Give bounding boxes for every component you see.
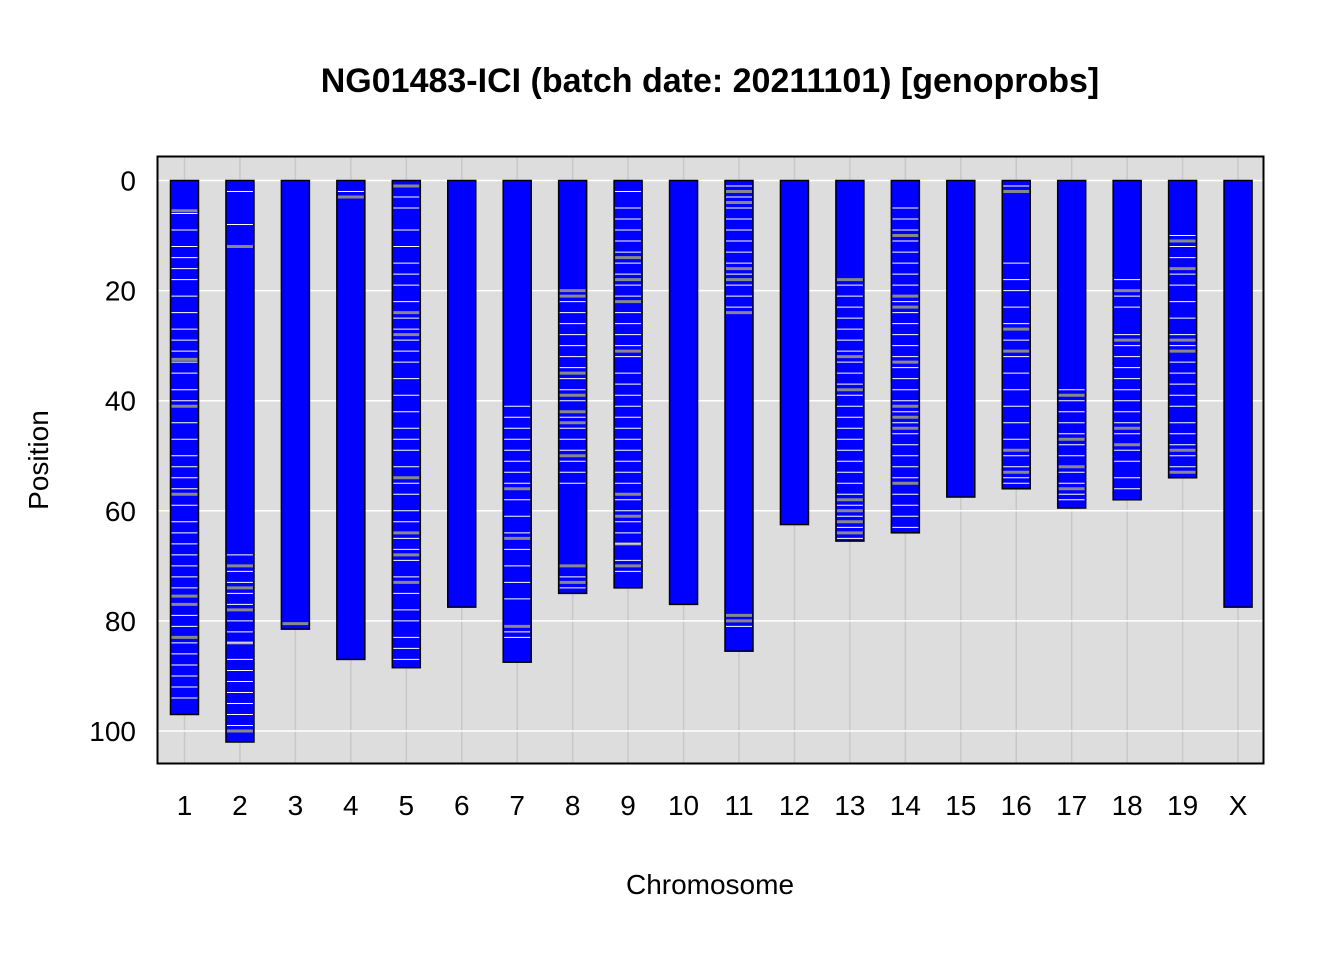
chromosome-outline bbox=[391, 179, 422, 669]
chromosome-bar bbox=[835, 180, 864, 542]
chromosome-10 bbox=[668, 179, 699, 606]
x-tick-label: 3 bbox=[288, 790, 304, 821]
chromosome-13 bbox=[835, 179, 865, 542]
chromosome-9 bbox=[613, 179, 643, 589]
x-tick-label: 14 bbox=[890, 790, 921, 821]
y-tick-label: 100 bbox=[89, 716, 136, 747]
chromosome-7 bbox=[502, 179, 532, 663]
chromosome-bar bbox=[1057, 180, 1086, 509]
chromosome-bar bbox=[1002, 180, 1031, 489]
chromosome-X bbox=[1223, 179, 1253, 608]
y-tick-label: 80 bbox=[105, 606, 136, 637]
chromosome-outline bbox=[1001, 179, 1031, 490]
chromosome-bar bbox=[558, 180, 587, 594]
x-tick-label: 12 bbox=[779, 790, 810, 821]
x-tick-label: 10 bbox=[668, 790, 699, 821]
chromosome-bar bbox=[281, 180, 310, 630]
chromosome-outline bbox=[613, 179, 643, 589]
chromosome-17 bbox=[1056, 179, 1087, 509]
chromosome-8 bbox=[557, 179, 588, 595]
x-tick-label: 15 bbox=[945, 790, 976, 821]
chromosome-bar bbox=[1168, 180, 1197, 478]
x-tick-label: 11 bbox=[724, 790, 753, 821]
chromosome-outline bbox=[502, 179, 532, 663]
chromosome-bars bbox=[169, 179, 1253, 743]
chromosome-outline bbox=[1223, 179, 1253, 608]
x-tick-label: 4 bbox=[343, 790, 359, 821]
y-tick-label: 0 bbox=[120, 166, 136, 197]
chromosome-12 bbox=[779, 179, 810, 526]
chromosome-19 bbox=[1167, 179, 1198, 479]
chromosome-outline bbox=[169, 179, 200, 716]
chromosome-outline bbox=[1167, 179, 1198, 479]
x-tick-label: 2 bbox=[232, 790, 248, 821]
chromosome-outline bbox=[336, 179, 366, 661]
chromosome-outline bbox=[946, 179, 976, 498]
x-tick-label: 19 bbox=[1167, 790, 1198, 821]
chromosome-outline bbox=[1056, 179, 1087, 509]
plot-panel bbox=[157, 156, 1264, 764]
chromosome-outline bbox=[835, 179, 865, 542]
chromosome-14 bbox=[890, 179, 921, 534]
chromosome-18 bbox=[1112, 179, 1142, 501]
x-tick-label: 6 bbox=[454, 790, 470, 821]
x-tick-label: 1 bbox=[177, 790, 193, 821]
x-tick-label: 16 bbox=[1001, 790, 1032, 821]
chromosome-outline bbox=[890, 179, 921, 534]
chromosome-bar bbox=[780, 180, 809, 525]
chromosome-2 bbox=[225, 179, 255, 743]
chromosome-outline bbox=[447, 179, 477, 608]
x-tick-label: 9 bbox=[620, 790, 636, 821]
y-tick-label: 60 bbox=[105, 496, 136, 527]
chromosome-11 bbox=[724, 179, 754, 652]
y-tick-label: 20 bbox=[105, 276, 136, 307]
chart-title: NG01483-ICI (batch date: 20211101) [geno… bbox=[321, 62, 1099, 100]
chromosome-3 bbox=[280, 179, 311, 630]
chromosome-outline bbox=[668, 179, 699, 606]
x-tick-label: 8 bbox=[565, 790, 581, 821]
chromosome-5 bbox=[391, 179, 422, 669]
chromosome-bar bbox=[336, 180, 365, 660]
chromosome-bar bbox=[725, 180, 753, 652]
y-axis-ticks: 0 20 40 60 80 100 bbox=[89, 166, 136, 748]
x-tick-label: X bbox=[1229, 790, 1248, 821]
chromosome-4 bbox=[336, 179, 366, 661]
chromosome-bar bbox=[503, 180, 532, 663]
x-axis-ticks: 1 2 3 4 5 6 7 8 9 10 11 12 13 14 15 16 17 18 19 X bbox=[177, 790, 1248, 821]
y-axis-title: Position bbox=[23, 410, 54, 510]
x-tick-label: 7 bbox=[509, 790, 525, 821]
chromosome-15 bbox=[946, 179, 976, 498]
chromosome-outline bbox=[557, 179, 588, 595]
x-tick-label: 17 bbox=[1056, 790, 1087, 821]
chromosome-bar bbox=[669, 180, 698, 605]
x-tick-label: 13 bbox=[834, 790, 865, 821]
x-tick-label: 18 bbox=[1112, 790, 1143, 821]
chromosome-outline bbox=[724, 179, 754, 652]
chromosome-bar bbox=[170, 180, 199, 715]
chromosome-bar bbox=[946, 180, 975, 498]
chromosome-outline bbox=[1112, 179, 1142, 501]
chromosome-outline bbox=[779, 179, 810, 526]
x-axis-title: Chromosome bbox=[626, 869, 794, 900]
chromosome-outline bbox=[225, 179, 255, 743]
chromosome-16 bbox=[1001, 179, 1031, 490]
chromosome-bar bbox=[1224, 180, 1253, 608]
chromosome-bar bbox=[447, 180, 476, 608]
chromosome-bar bbox=[225, 180, 254, 743]
chromosome-outline bbox=[280, 179, 311, 630]
y-tick-label: 40 bbox=[105, 386, 136, 417]
chromosome-1 bbox=[169, 179, 200, 716]
chromosome-6 bbox=[447, 179, 477, 608]
x-tick-label: 5 bbox=[399, 790, 415, 821]
chromosome-bar bbox=[392, 180, 421, 668]
plot-border bbox=[156, 155, 1265, 765]
